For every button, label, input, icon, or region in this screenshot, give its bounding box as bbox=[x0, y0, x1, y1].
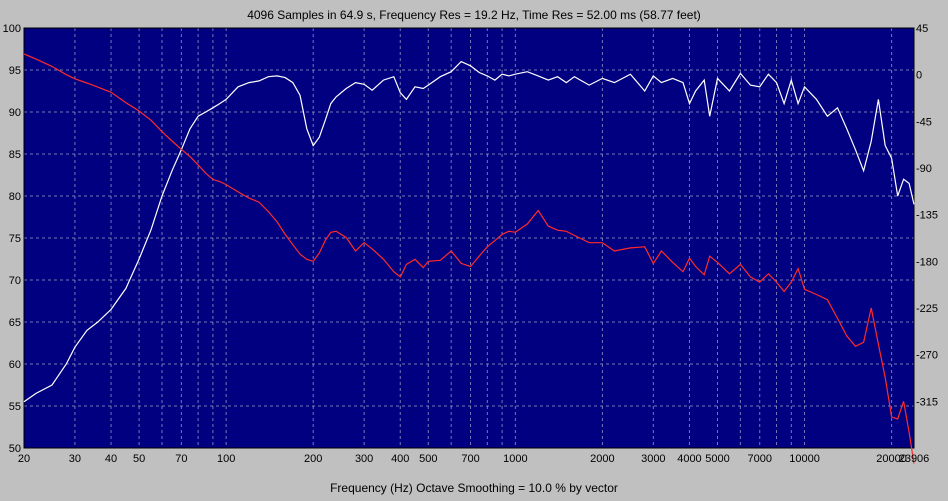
y-left-tick-label: 50 bbox=[9, 443, 21, 455]
y-right-tick-label: -180 bbox=[916, 256, 938, 268]
y-right-tick-label: -315 bbox=[916, 396, 938, 408]
x-tick-label: 1000 bbox=[503, 453, 527, 465]
x-tick-label: 50 bbox=[133, 453, 145, 465]
y-left-tick-label: 80 bbox=[9, 191, 21, 203]
y-left-tick-label: 70 bbox=[9, 275, 21, 287]
x-tick-label: 400 bbox=[391, 453, 409, 465]
x-tick-label: 30 bbox=[69, 453, 81, 465]
x-tick-label: 200 bbox=[304, 453, 322, 465]
phase-line bbox=[23, 53, 915, 464]
y-left-tick-label: 95 bbox=[9, 65, 21, 77]
y-left-tick-label: 75 bbox=[9, 233, 21, 245]
x-tick-label: 20 bbox=[18, 453, 30, 465]
y-right-tick-label: 0 bbox=[916, 70, 922, 82]
x-tick-label: 7000 bbox=[747, 453, 771, 465]
x-axis-label: Frequency (Hz) Octave Smoothing = 10.0 %… bbox=[330, 481, 618, 495]
x-tick-label: 5000 bbox=[705, 453, 729, 465]
x-tick-label: 300 bbox=[355, 453, 373, 465]
y-left-tick-label: 90 bbox=[9, 107, 21, 119]
x-tick-label: 700 bbox=[461, 453, 479, 465]
y-left-tick-label: 55 bbox=[9, 401, 21, 413]
x-tick-label: 4000 bbox=[677, 453, 701, 465]
x-tick-label: 70 bbox=[175, 453, 187, 465]
x-tick-label: 10000 bbox=[789, 453, 820, 465]
x-tick-label: 40 bbox=[105, 453, 117, 465]
y-right-tick-label: 45 bbox=[916, 23, 928, 35]
x-tick-label: 100 bbox=[217, 453, 235, 465]
y-right-tick-label: -90 bbox=[916, 163, 932, 175]
y-right-tick-label: -270 bbox=[916, 350, 938, 362]
x-tick-label: 20000 bbox=[876, 453, 907, 465]
x-tick-label: 3000 bbox=[641, 453, 665, 465]
y-left-tick-label: 60 bbox=[9, 359, 21, 371]
y-right-tick-label: -225 bbox=[916, 303, 938, 315]
plot-border bbox=[23, 27, 915, 449]
tick-labels: 20 30 40 50 70 100 200 300 400 500 700 1000 2000 3000… bbox=[3, 23, 938, 465]
magnitude-line bbox=[23, 60, 915, 403]
y-right-tick-label: -45 bbox=[916, 116, 932, 128]
chart-title: 4096 Samples in 64.9 s, Frequency Res = … bbox=[247, 8, 701, 22]
y-right-tick-label: -135 bbox=[916, 210, 938, 222]
x-tick-label: 500 bbox=[419, 453, 437, 465]
y-left-tick-label: 65 bbox=[9, 317, 21, 329]
y-left-tick-label: 85 bbox=[9, 149, 21, 161]
x-tick-label: 23906 bbox=[899, 453, 930, 465]
series-layer bbox=[23, 53, 915, 464]
grid-lines bbox=[23, 27, 915, 449]
x-tick-label: 2000 bbox=[590, 453, 614, 465]
y-left-tick-label: 100 bbox=[3, 23, 21, 35]
